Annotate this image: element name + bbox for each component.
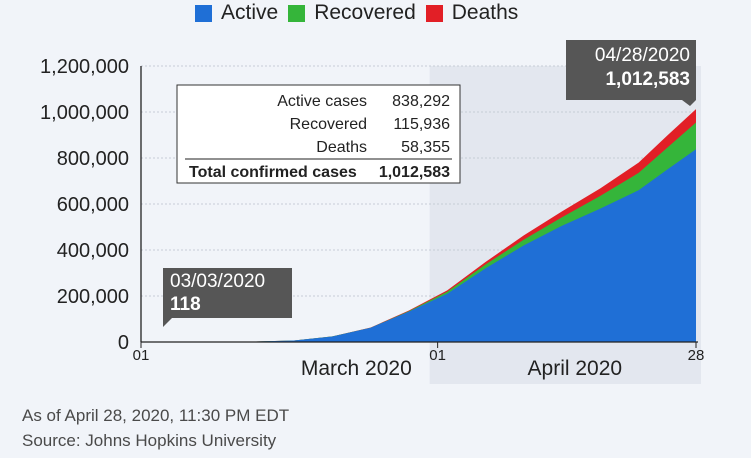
x-tick-label: 01	[429, 347, 446, 364]
y-tick-label: 1,000,000	[40, 102, 129, 124]
legend-item-recovered: Recovered	[288, 1, 416, 25]
y-tick-label: 0	[118, 332, 129, 354]
legend-swatch-recovered	[288, 4, 306, 22]
legend-label-active: Active	[221, 1, 279, 24]
callout-end-box	[566, 40, 696, 106]
summary-value: 58,355	[401, 139, 450, 156]
callout-end-date: 04/28/2020	[595, 45, 690, 66]
stacked-area-chart: 0 200,000 400,000 600,000 800,000 1,000,000 1,…	[40, 40, 705, 384]
legend-item-active: Active	[195, 1, 278, 25]
legend-label-recovered: Recovered	[314, 1, 416, 24]
legend-swatch-active	[195, 4, 212, 22]
summary-value: 838,292	[392, 93, 450, 110]
x-tick-label: 01	[133, 347, 150, 364]
x-tick-label: 28	[688, 347, 705, 364]
y-tick-label: 800,000	[57, 148, 129, 170]
area-active	[141, 149, 696, 342]
x-period-label: April 2020	[528, 357, 623, 380]
chart-legend: Active Recovered Deaths	[195, 0, 518, 26]
x-period-label: March 2020	[301, 357, 412, 380]
legend-item-deaths: Deaths	[425, 1, 519, 25]
callout-start-value: 118	[170, 294, 201, 315]
summary-box	[176, 84, 461, 184]
summary-total-label: Total confirmed cases	[189, 164, 357, 181]
y-tick-label: 600,000	[57, 194, 129, 216]
legend-label-deaths: Deaths	[451, 1, 519, 24]
summary-total-value: 1,012,583	[379, 164, 450, 181]
y-tick-label: 200,000	[57, 286, 129, 308]
summary-label: Deaths	[316, 139, 367, 156]
callout-start-date: 03/03/2020	[170, 271, 265, 292]
summary-label: Recovered	[290, 116, 367, 133]
summary-label: Active cases	[277, 93, 367, 110]
chart-footer: As of April 28, 2020, 11:30 PM EDT Sourc…	[22, 403, 289, 453]
callout-end-value: 1,012,583	[605, 69, 690, 90]
y-tick-label: 400,000	[57, 240, 129, 262]
as-of-note: As of April 28, 2020, 11:30 PM EDT	[22, 406, 290, 425]
y-tick-label: 1,200,000	[40, 56, 129, 78]
legend-swatch-deaths	[425, 4, 443, 22]
callout-start-box	[163, 268, 292, 327]
source-note: Source: Johns Hopkins University	[22, 431, 277, 450]
summary-value: 115,936	[393, 116, 450, 133]
